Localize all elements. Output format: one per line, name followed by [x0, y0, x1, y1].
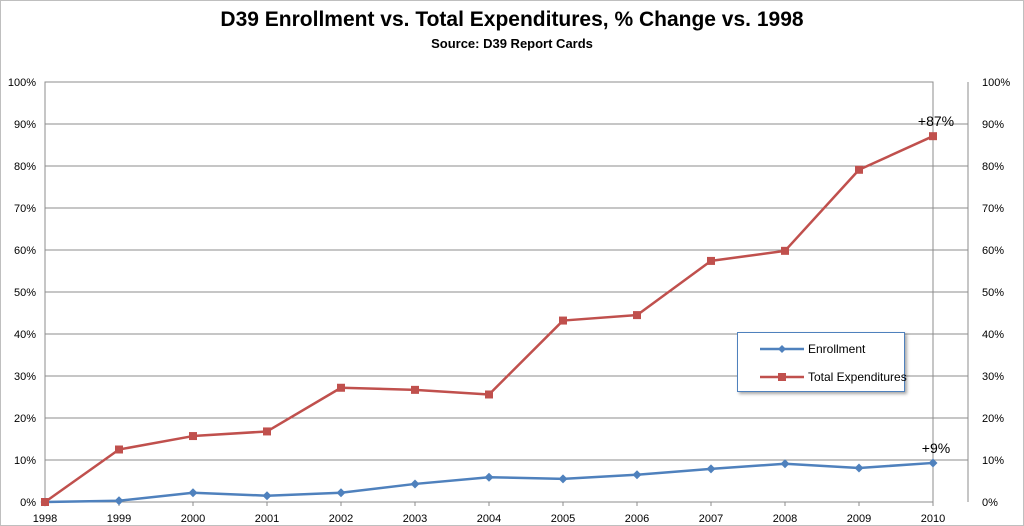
data-point [114, 496, 124, 506]
data-point [188, 488, 198, 498]
data-point [115, 445, 123, 454]
data-point [559, 316, 567, 325]
x-tick-label: 2005 [551, 513, 575, 525]
y-tick-label-right: 60% [982, 245, 1004, 257]
x-tick-label: 2010 [921, 513, 945, 525]
y-tick-label-left: 100% [8, 77, 36, 89]
y-tick-label-left: 90% [14, 119, 36, 131]
legend-swatch-total-expenditures [760, 373, 804, 381]
x-tick-label: 1999 [107, 513, 131, 525]
x-tick-label: 2008 [773, 513, 797, 525]
y-tick-label-left: 20% [14, 413, 36, 425]
data-point [41, 498, 49, 506]
legend-label-enrollment: Enrollment [808, 342, 866, 356]
y-tick-label-right: 10% [982, 455, 1004, 467]
data-point [484, 472, 494, 482]
data-point [336, 488, 346, 498]
data-point [410, 479, 420, 489]
data-point [929, 132, 937, 141]
y-tick-label-right: 0% [982, 497, 998, 509]
y-tick-label-left: 40% [14, 329, 36, 341]
y-tick-label-right: 40% [982, 329, 1004, 341]
data-point [780, 459, 790, 469]
y-tick-label-right: 30% [982, 371, 1004, 383]
x-tick-label: 2007 [699, 513, 723, 525]
y-tick-label-left: 30% [14, 371, 36, 383]
data-point [707, 256, 715, 265]
data-point [706, 464, 716, 474]
x-tick-label: 2003 [403, 513, 427, 525]
y-tick-label-right: 70% [982, 203, 1004, 215]
y-tick-label-left: 70% [14, 203, 36, 215]
x-tick-label: 2001 [255, 513, 279, 525]
legend-label-total-expenditures: Total Expenditures [808, 370, 907, 384]
data-point [485, 390, 493, 399]
chart-subtitle: Source: D39 Report Cards [431, 36, 593, 51]
data-point [337, 383, 345, 392]
data-point [633, 311, 641, 320]
y-tick-label-left: 60% [14, 245, 36, 257]
legend-swatch-enrollment [760, 345, 804, 353]
data-point [855, 165, 863, 174]
x-tick-label: 1998 [33, 513, 57, 525]
x-tick-label: 2002 [329, 513, 353, 525]
x-tick-label: 2009 [847, 513, 871, 525]
data-label: +9% [922, 440, 950, 456]
x-tick-label: 2006 [625, 513, 649, 525]
y-tick-label-right: 50% [982, 287, 1004, 299]
data-point [558, 474, 568, 484]
y-tick-label-right: 100% [982, 77, 1010, 89]
chart-title: D39 Enrollment vs. Total Expenditures, %… [220, 8, 804, 31]
y-tick-label-left: 50% [14, 287, 36, 299]
x-tick-label: 2004 [477, 513, 501, 525]
data-point [928, 458, 938, 468]
y-tick-label-right: 80% [982, 161, 1004, 173]
y-tick-label-left: 80% [14, 161, 36, 173]
y-tick-label-left: 0% [20, 497, 36, 509]
x-tick-label: 2000 [181, 513, 205, 525]
data-point [262, 491, 272, 501]
data-point [411, 385, 419, 394]
legend: Enrollment Total Expenditures [737, 332, 907, 392]
data-point [781, 246, 789, 255]
data-point [854, 463, 864, 473]
data-point [263, 427, 271, 436]
y-tick-label-right: 90% [982, 119, 1004, 131]
y-tick-label-left: 10% [14, 455, 36, 467]
data-label: +87% [918, 113, 954, 129]
data-point [189, 432, 197, 441]
data-point [632, 470, 642, 480]
y-tick-label-right: 20% [982, 413, 1004, 425]
